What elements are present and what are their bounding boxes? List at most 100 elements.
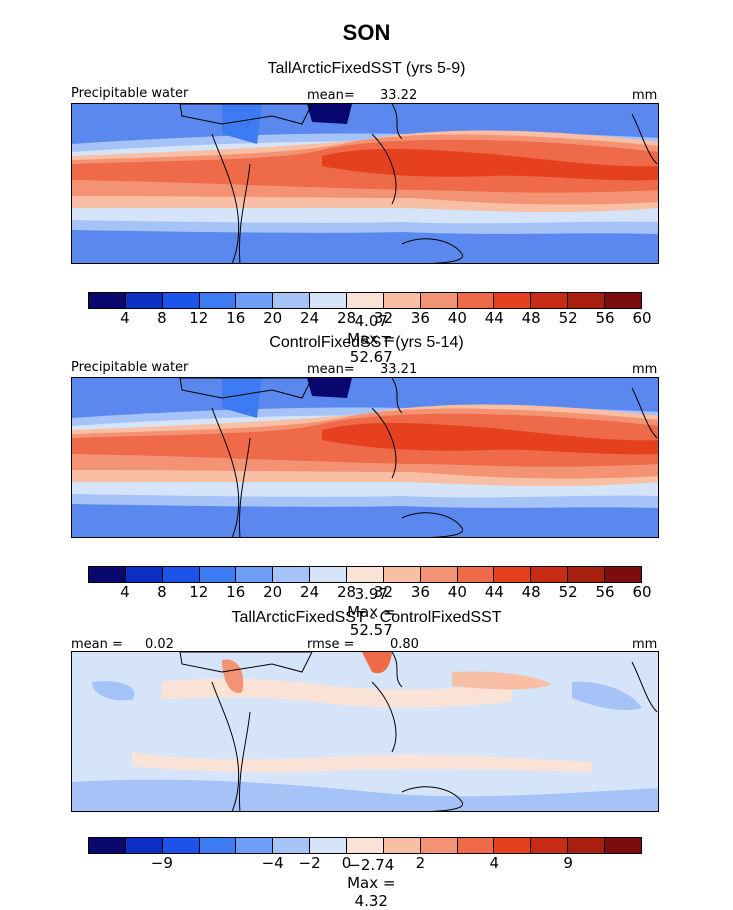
colorbar-tick-label: 8	[157, 309, 167, 327]
colorbar-swatch	[236, 293, 274, 308]
panel-3-colorbar	[88, 837, 642, 854]
colorbar-swatch	[605, 567, 641, 582]
colorbar-swatch	[420, 567, 458, 582]
colorbar-swatch	[236, 838, 274, 853]
panel-3-title: TallArcticFixedSST - ControlFixedSST	[231, 609, 502, 626]
colorbar-swatch	[273, 838, 311, 853]
colorbar-tick-label: 60	[632, 309, 652, 327]
colorbar-swatch	[199, 567, 237, 582]
colorbar-swatch	[162, 293, 200, 308]
colorbar-swatch	[125, 293, 163, 308]
colorbar-swatch	[605, 293, 641, 308]
panel-3-rmse-label: rmse =	[307, 637, 355, 652]
panel-1-mean-label: mean=	[307, 88, 355, 103]
colorbar-tick-label: 20	[263, 583, 283, 601]
colorbar-tick-label: 28	[336, 309, 357, 327]
colorbar-tick-label: 16	[226, 309, 246, 327]
panel-1-min-value: 4.07	[354, 312, 388, 330]
colorbar-tick-label: 48	[521, 309, 541, 327]
panel-1-max-label: Max =	[347, 330, 396, 348]
colorbar-swatch	[347, 567, 384, 582]
panel-2-min-value: 3.97	[354, 585, 388, 603]
panel-2-variable-label: Precipitable water	[71, 360, 189, 375]
colorbar-tick-label: 56	[595, 309, 615, 327]
colorbar-tick-label: 40	[447, 583, 467, 601]
colorbar-tick-label: 12	[189, 309, 209, 327]
page-title: SON	[342, 20, 391, 45]
colorbar-swatch	[125, 567, 163, 582]
panel-1-colorbar-ticks: 4 8 12 16 20 24 28 32 36 40 44 48 52 56 60	[88, 309, 651, 329]
panel-3-mean-value: 0.02	[145, 637, 174, 652]
colorbar-swatch	[568, 567, 606, 582]
panel-3-units: mm	[632, 637, 658, 652]
colorbar-tick-label: 32	[373, 309, 393, 327]
colorbar-tick-label: 12	[189, 583, 209, 601]
panel-1-colorbar	[88, 292, 642, 309]
colorbar-swatch	[347, 838, 384, 853]
colorbar-tick-label: 32	[373, 583, 393, 601]
colorbar-swatch	[457, 567, 495, 582]
panel-1-title: TallArcticFixedSST (yrs 5-9)	[267, 60, 466, 77]
panel-3-map	[71, 651, 659, 812]
colorbar-tick-label: 56	[595, 583, 615, 601]
colorbar-tick-label: 20	[263, 309, 283, 327]
colorbar-swatch	[457, 293, 495, 308]
colorbar-tick-label: 8	[157, 583, 167, 601]
colorbar-tick-label: 36	[410, 309, 430, 327]
colorbar-swatch	[457, 838, 495, 853]
colorbar-swatch	[199, 293, 237, 308]
panel-2-mean-label: mean=	[307, 362, 355, 377]
colorbar-tick-label: 9	[563, 854, 573, 872]
colorbar-tick-label: −9	[150, 854, 173, 872]
colorbar-swatch	[162, 838, 200, 853]
colorbar-swatch	[420, 293, 458, 308]
colorbar-swatch	[494, 293, 532, 308]
colorbar-tick-label: 24	[300, 583, 320, 601]
colorbar-swatch	[605, 838, 641, 853]
colorbar-swatch	[199, 838, 237, 853]
colorbar-tick-label: 60	[632, 583, 652, 601]
colorbar-swatch	[383, 293, 421, 308]
colorbar-swatch	[383, 838, 421, 853]
colorbar-tick-label: 0	[341, 854, 352, 872]
colorbar-swatch	[568, 838, 606, 853]
panel-3-max-value: 4.32	[354, 892, 388, 910]
colorbar-swatch	[347, 293, 384, 308]
colorbar-swatch	[531, 293, 569, 308]
colorbar-tick-label: −4	[261, 854, 284, 872]
colorbar-swatch	[531, 838, 569, 853]
colorbar-swatch	[310, 838, 348, 853]
panel-3-mean-label: mean =	[71, 637, 123, 652]
panel-2-title: ControlFixedSST (yrs 5-14)	[269, 334, 464, 351]
colorbar-swatch	[89, 293, 126, 308]
panel-3-rmse-value: 0.80	[390, 637, 419, 652]
panel-3-min-value: −2.74	[348, 856, 395, 874]
panel-1-mean-value: 33.22	[380, 88, 418, 103]
colorbar-swatch	[89, 567, 126, 582]
colorbar-tick-label: 24	[300, 309, 320, 327]
colorbar-tick-label: 16	[226, 583, 246, 601]
colorbar-swatch	[494, 567, 532, 582]
colorbar-swatch	[89, 838, 126, 853]
panel-2-units: mm	[632, 362, 658, 377]
colorbar-swatch	[273, 567, 311, 582]
colorbar-tick-label: 52	[558, 309, 578, 327]
panel-2-max-value: 52.57	[349, 621, 393, 639]
colorbar-tick-label: 36	[410, 583, 430, 601]
colorbar-tick-label: 4	[489, 854, 500, 872]
panel-2-max-label: Max =	[347, 603, 396, 621]
colorbar-tick-label: 44	[484, 309, 504, 327]
colorbar-tick-label: 40	[447, 309, 467, 327]
panel-1-map	[71, 103, 659, 264]
colorbar-tick-label: 44	[484, 583, 504, 601]
colorbar-swatch	[125, 838, 163, 853]
panel-2-mean-value: 33.21	[380, 362, 418, 377]
colorbar-swatch	[236, 567, 274, 582]
colorbar-tick-label: 4	[120, 309, 130, 327]
panel-1-units: mm	[632, 88, 658, 103]
colorbar-tick-label: 28	[336, 583, 357, 601]
panel-2-map	[71, 377, 659, 538]
colorbar-tick-label: 2	[415, 854, 426, 872]
colorbar-swatch	[310, 293, 348, 308]
panel-2-colorbar-ticks: 4 8 12 16 20 24 28 32 36 40 44 48 52 56 60	[88, 583, 651, 603]
